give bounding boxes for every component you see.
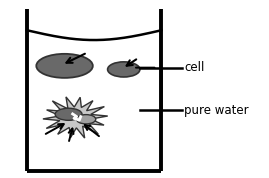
Text: pure water: pure water xyxy=(184,104,249,117)
Ellipse shape xyxy=(108,62,140,77)
Ellipse shape xyxy=(76,115,96,124)
Text: cell: cell xyxy=(184,61,205,74)
Ellipse shape xyxy=(55,108,82,120)
Ellipse shape xyxy=(36,54,93,78)
Polygon shape xyxy=(43,97,108,138)
